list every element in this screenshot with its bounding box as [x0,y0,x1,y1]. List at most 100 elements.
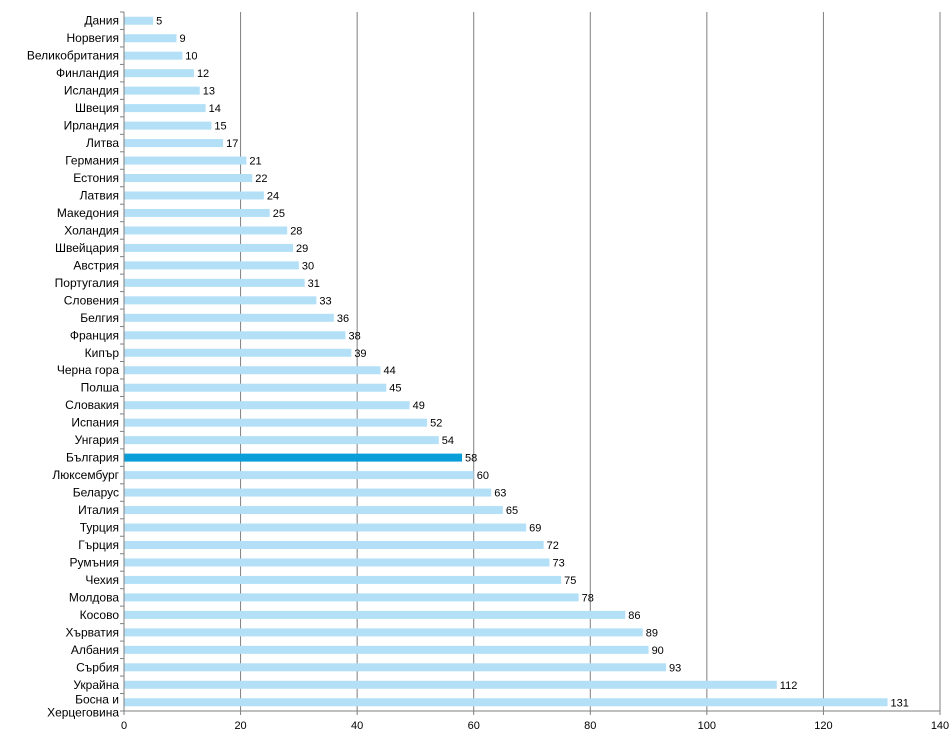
data-label-14: 30 [302,260,314,272]
category-label-37: Сърбия [76,660,119,674]
data-label-30: 72 [547,540,559,552]
data-label-5: 14 [209,103,221,115]
bar-10 [124,191,264,200]
bar-31 [124,558,550,567]
x-tick-label-80: 80 [584,720,596,732]
category-label-14: Австрия [73,258,119,272]
bar-15 [124,278,305,287]
bar-21 [124,383,387,392]
data-label-36: 90 [652,645,664,657]
data-label-33: 78 [582,592,594,604]
category-label-4: Исландия [64,84,119,98]
bar-7 [124,139,224,148]
category-label-12: Холандия [64,223,119,237]
category-label-9: Естония [73,171,119,185]
grid-lines [240,12,941,711]
bar-38 [124,680,777,689]
bar-6 [124,121,212,130]
data-label-10: 24 [267,190,279,202]
bar-33 [124,593,579,602]
bar-2 [124,51,183,60]
category-label-6: Ирландия [64,119,119,133]
category-label-1: Норвегия [66,31,119,45]
labels: 5 Дания 9 Норвегия 10 Великобритания 12 Финланд… [27,14,949,732]
category-label-32: Чехия [85,573,119,587]
bar-17 [124,313,334,322]
data-label-4: 13 [203,86,215,98]
data-label-18: 38 [348,330,360,342]
bar-29 [124,523,527,532]
data-label-2: 10 [185,51,197,63]
category-label-34: Косово [80,608,120,622]
data-label-34: 86 [628,610,640,622]
category-label-8: Германия [65,154,119,168]
data-label-24: 54 [442,435,454,447]
category-label-28: Италия [78,503,119,517]
category-label-2: Великобритания [27,49,119,63]
data-label-19: 39 [354,348,366,360]
bar-12 [124,226,288,235]
bar-27 [124,488,492,497]
bar-18 [124,331,346,340]
category-label-3: Финландия [56,66,119,80]
data-label-27: 63 [494,488,506,500]
x-tick-label-20: 20 [234,720,246,732]
data-label-9: 22 [255,173,267,185]
data-label-17: 36 [337,313,349,325]
bar-37 [124,663,667,672]
data-label-3: 12 [197,68,209,80]
bar-36 [124,645,649,654]
category-label-15: Португалия [55,276,119,290]
x-tick-label-40: 40 [351,720,363,732]
bar-11 [124,208,270,217]
data-label-25: 58 [465,453,477,465]
category-label-27: Беларус [73,486,119,500]
data-label-22: 49 [413,400,425,412]
bar-25 [124,453,463,462]
category-label-36: Албания [71,643,119,657]
category-label-21: Полша [81,381,120,395]
data-label-37: 93 [669,662,681,674]
data-label-13: 29 [296,243,308,255]
bar-30 [124,540,544,549]
category-label-29: Турция [80,521,119,535]
x-tick-label-120: 120 [814,720,832,732]
category-label-16: Словения [64,293,119,307]
category-label-13: Швейцария [55,241,119,255]
bar-39 [124,698,888,707]
category-label-7: Литва [86,136,119,150]
category-label-25: България [66,451,119,465]
category-label-11: Македония [57,206,119,220]
data-label-16: 33 [319,295,331,307]
x-tick-label-140: 140 [931,720,949,732]
data-label-6: 15 [214,121,226,133]
data-label-26: 60 [477,470,489,482]
data-label-21: 45 [389,383,401,395]
bar-24 [124,436,439,445]
data-label-23: 52 [430,418,442,430]
bar-14 [124,261,299,270]
data-label-39: 131 [891,697,909,709]
category-label-30: Гърция [78,538,119,552]
data-label-31: 73 [552,557,564,569]
category-label-20: Черна гора [57,363,119,377]
bar-23 [124,418,428,427]
bar-5 [124,104,206,113]
bar-0 [124,16,154,25]
bar-35 [124,628,643,637]
category-label-24: Унгария [75,433,119,447]
bar-22 [124,401,410,410]
category-label-39: Босна и Херцеговина [47,692,119,719]
data-label-11: 25 [273,208,285,220]
bar-3 [124,69,194,78]
bar-34 [124,610,626,619]
data-label-28: 65 [506,505,518,517]
category-label-33: Молдова [69,590,119,604]
data-label-15: 31 [308,278,320,290]
bar-32 [124,575,562,584]
bar-8 [124,156,247,165]
category-label-31: Румъния [70,555,119,569]
data-label-1: 9 [179,33,185,45]
